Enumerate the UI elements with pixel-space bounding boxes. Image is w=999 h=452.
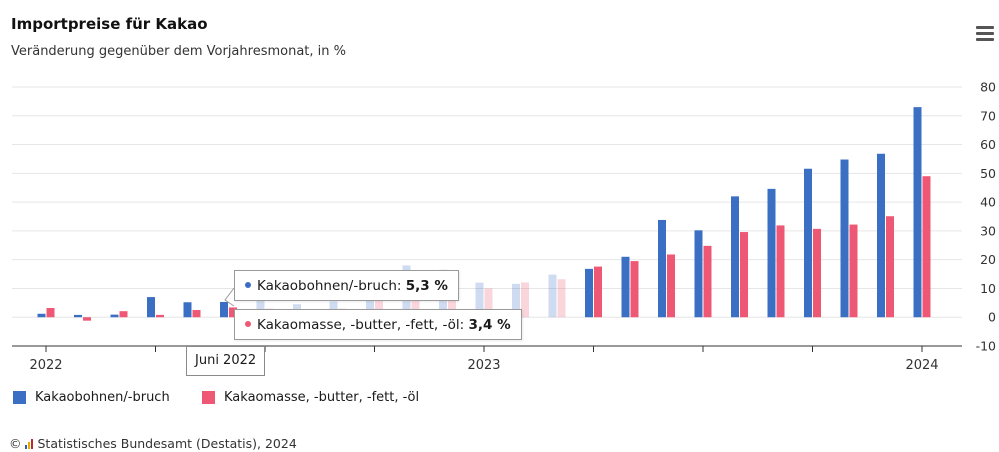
bar-kakaobohnen[interactable]: [767, 188, 776, 318]
bar-kakaomasse[interactable]: [886, 216, 894, 318]
legend-swatch-masse: [202, 391, 215, 404]
bar-kakaomasse[interactable]: [375, 299, 383, 318]
tooltip-x-label: Juni 2022: [186, 346, 266, 376]
credit-text: Statistisches Bundesamt (Destatis), 2024: [37, 436, 297, 451]
tooltip-pointer: [224, 287, 235, 307]
bar-kakaobohnen[interactable]: [220, 301, 228, 318]
bar-kakaobohnen[interactable]: [37, 313, 46, 318]
bar-kakaobohnen[interactable]: [694, 230, 703, 318]
bar-kakaobohnen[interactable]: [548, 274, 557, 318]
x-tick-label: 2024: [905, 358, 938, 373]
credit: © Statistisches Bundesamt (Destatis), 20…: [9, 436, 297, 451]
x-tick-label: 2022: [29, 358, 62, 373]
y-tick-label: 30: [980, 223, 996, 238]
bar-kakaobohnen[interactable]: [366, 294, 374, 318]
bar-kakaomasse[interactable]: [192, 310, 201, 318]
bar-kakaobohnen[interactable]: [585, 268, 593, 318]
tooltip-value-1: 5,3 %: [405, 278, 448, 294]
bar-kakaomasse[interactable]: [83, 317, 91, 321]
bar-kakaomasse[interactable]: [411, 287, 420, 318]
x-tick-label: 2023: [467, 358, 500, 373]
legend-item-masse[interactable]: Kakaomasse, -butter, -fett, -öl: [202, 390, 419, 405]
bar-kakaobohnen[interactable]: [913, 107, 922, 318]
bar-kakaomasse[interactable]: [703, 245, 712, 318]
bar-kakaomasse[interactable]: [922, 176, 931, 318]
legend-label-masse: Kakaomasse, -butter, -fett, -öl: [224, 390, 420, 405]
bar-kakaomasse[interactable]: [484, 288, 493, 318]
chart-subtitle: Veränderung gegenüber dem Vorjahresmonat…: [11, 44, 346, 59]
y-tick-label: 60: [980, 137, 996, 152]
bar-kakaobohnen[interactable]: [877, 153, 885, 318]
hamburger-menu-icon[interactable]: [976, 26, 994, 41]
bar-kakaobohnen[interactable]: [621, 256, 630, 318]
bar-kakaomasse[interactable]: [813, 228, 821, 318]
chart-plot: -10 0 10 20 30 40 50 60 70 80 2022 2023 2024: [12, 80, 996, 373]
tooltip-row-bohnen: Kakaobohnen/-bruch: 5,3 %: [234, 270, 459, 301]
copyright-symbol: ©: [9, 436, 22, 451]
legend-label-bohnen: Kakaobohnen/-bruch: [35, 390, 170, 405]
bar-kakaobohnen[interactable]: [147, 297, 155, 318]
y-tick-label: 70: [980, 108, 996, 123]
bar-kakaobohnen[interactable]: [110, 314, 119, 318]
bar-kakaobohnen[interactable]: [256, 299, 265, 318]
series-dot-masse: [245, 321, 251, 327]
bar-kakaomasse[interactable]: [594, 266, 602, 318]
y-tick-label: 0: [988, 310, 996, 325]
y-tick-label: 20: [980, 252, 996, 267]
chart-title: Importpreise für Kakao: [11, 15, 208, 33]
bar-kakaobohnen[interactable]: [475, 282, 484, 318]
bar-kakaomasse[interactable]: [119, 311, 128, 318]
y-tick-label: 80: [980, 80, 996, 95]
destatis-logo-icon: [24, 438, 34, 449]
bar-kakaomasse[interactable]: [776, 225, 785, 318]
bar-kakaomasse[interactable]: [557, 279, 566, 318]
legend-item-bohnen[interactable]: Kakaobohnen/-bruch: [13, 390, 170, 405]
tooltip-value-2: 3,4 %: [468, 317, 511, 333]
y-tick-label: 50: [980, 166, 996, 181]
bar-kakaomasse[interactable]: [156, 314, 164, 318]
bar-kakaobohnen[interactable]: [183, 302, 192, 318]
y-tick-label: 40: [980, 195, 996, 210]
y-tick-label: 10: [980, 281, 996, 296]
tooltip-series-name-1: Kakaobohnen/-bruch: [257, 278, 397, 294]
bar-kakaomasse[interactable]: [46, 308, 55, 318]
bar-kakaobohnen[interactable]: [74, 314, 82, 318]
tooltip-row-masse: Kakaomasse, -butter, -fett, -öl: 3,4 %: [234, 309, 522, 340]
tooltip-series-name-2: Kakaomasse, -butter, -fett, -öl: [257, 317, 460, 333]
series-dot-bohnen: [245, 282, 251, 288]
bar-kakaomasse[interactable]: [630, 261, 639, 318]
bar-kakaobohnen[interactable]: [512, 283, 520, 318]
bar-kakaobohnen[interactable]: [804, 168, 812, 318]
bar-kakaobohnen[interactable]: [658, 219, 666, 318]
bar-kakaomasse[interactable]: [667, 254, 675, 318]
y-tick-label: -10: [976, 339, 996, 354]
bar-kakaomasse[interactable]: [229, 307, 237, 318]
bar-kakaomasse[interactable]: [849, 224, 858, 318]
bar-kakaobohnen[interactable]: [840, 159, 849, 318]
bar-kakaomasse[interactable]: [521, 282, 529, 318]
bar-kakaomasse[interactable]: [740, 232, 748, 318]
legend-swatch-bohnen: [13, 391, 26, 404]
bar-kakaobohnen[interactable]: [731, 196, 739, 318]
